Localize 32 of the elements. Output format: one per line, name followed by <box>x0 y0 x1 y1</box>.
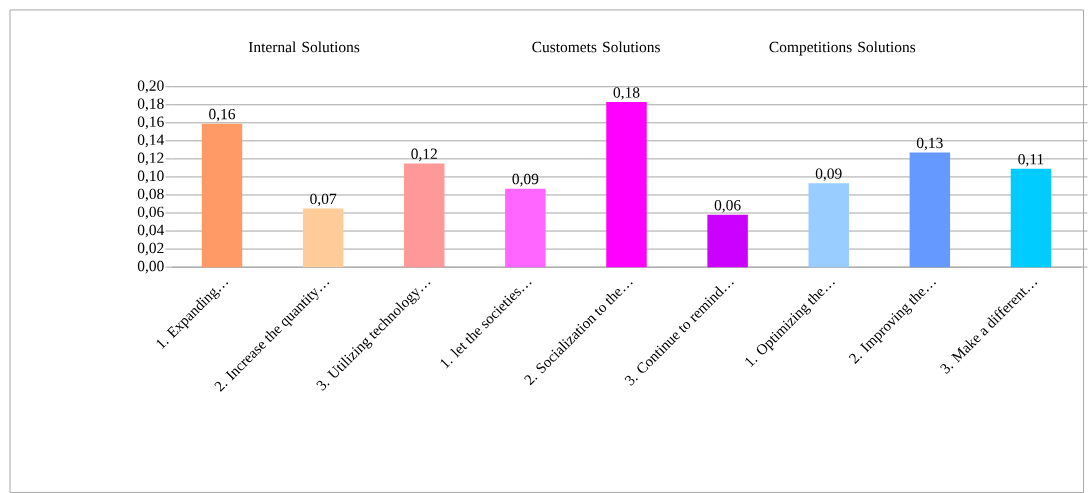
text: Customets Solutions <box>532 41 660 53</box>
bar <box>302 208 344 267</box>
bar <box>505 188 546 267</box>
y-tick-label: 0,14 <box>137 134 165 147</box>
data-label: 0,13 <box>916 137 943 151</box>
y-tick-label: 0,06 <box>137 206 164 220</box>
y-tick-label: 0,20 <box>137 80 164 93</box>
data-label: 0,07 <box>310 193 337 207</box>
text: Competitions Solutions <box>769 41 916 56</box>
bar <box>606 101 647 267</box>
data-label: 0,18 <box>613 87 640 100</box>
bar <box>909 152 951 267</box>
bar <box>707 214 748 267</box>
bar <box>808 183 849 267</box>
y-tick-label: 0,10 <box>137 170 164 184</box>
y-tick-label: 0,18 <box>137 98 164 111</box>
bar <box>404 163 445 267</box>
data-label: 0,06 <box>714 199 741 213</box>
y-tick-label: 0,02 <box>137 242 164 256</box>
y-tick-label: 0,00 <box>137 260 164 274</box>
y-tick-label: 0,16 <box>137 116 164 129</box>
y-tick-label: 0,04 <box>137 224 165 238</box>
data-label: 0,12 <box>411 148 437 162</box>
bar <box>201 123 243 267</box>
data-label: 0,11 <box>1018 153 1044 167</box>
data-label: 0,09 <box>512 173 539 187</box>
y-tick-label: 0,12 <box>137 152 164 166</box>
data-label: 0,09 <box>815 168 842 181</box>
data-label: 0,16 <box>209 108 236 122</box>
bar <box>1010 168 1052 267</box>
y-tick-label: 0,08 <box>137 188 164 202</box>
text: Internal Solutions <box>248 41 360 53</box>
